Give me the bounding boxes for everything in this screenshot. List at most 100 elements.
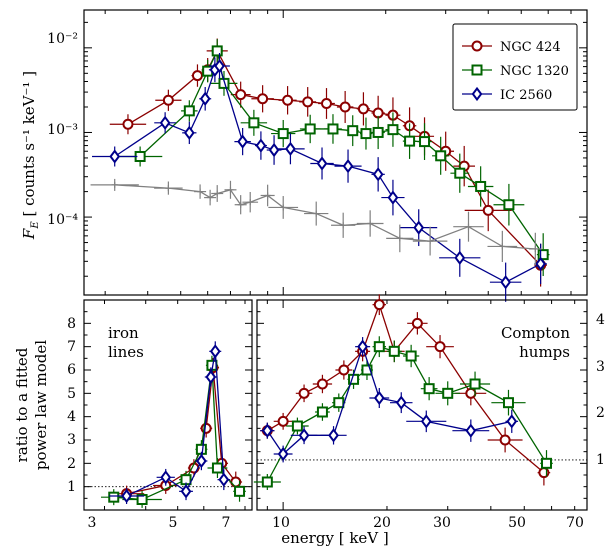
data-point — [395, 395, 407, 410]
data-point — [373, 299, 385, 311]
data-point — [316, 156, 328, 171]
data-point — [321, 97, 333, 109]
data-point — [122, 118, 134, 130]
data-point — [434, 341, 446, 353]
data-point — [121, 488, 132, 504]
data-point — [280, 204, 287, 211]
xtick-label: 30 — [433, 515, 451, 531]
data-point — [503, 199, 515, 211]
data-point — [196, 453, 207, 469]
ytick-label: 7 — [67, 339, 76, 355]
data-point — [327, 123, 339, 135]
data-point — [209, 344, 221, 359]
xtick-label: 70 — [566, 515, 584, 531]
svg-text:FE [ counts s⁻¹ keV⁻¹ ]: FE [ counts s⁻¹ keV⁻¹ ] — [20, 71, 41, 240]
top-ylabel: FE [ counts s⁻¹ keV⁻¹ ] — [20, 71, 41, 240]
data-point — [435, 150, 447, 162]
data-point — [268, 142, 280, 158]
data-point — [347, 125, 359, 137]
data-point — [372, 126, 384, 138]
data-point — [248, 117, 260, 129]
legend-label-ic2560: IC 2560 — [500, 88, 552, 103]
data-point — [373, 341, 385, 353]
ylabel-line2: power law model — [32, 340, 50, 470]
data-point — [302, 96, 314, 108]
data-point — [338, 364, 350, 376]
data-point — [454, 167, 466, 179]
data-point — [502, 397, 514, 409]
top-panel: 10⁻² 10⁻³ 10⁻⁴ FE [ counts s⁻¹ keV⁻¹ ] N… — [20, 9, 588, 302]
note-compton: Compton — [501, 324, 570, 342]
data-point — [475, 180, 487, 192]
series-ngc-1320 — [100, 355, 246, 508]
data-point — [205, 369, 217, 385]
series-line — [266, 345, 548, 483]
bottom-left-panel: iron lines 1 2 3 4 5 6 7 8 3 5 7 ratio t… — [13, 299, 253, 531]
ylabel-line1: ratio to a fitted — [13, 347, 31, 462]
left-ytick-labels: 1 2 3 4 5 6 7 8 — [67, 316, 76, 495]
data-point — [218, 472, 230, 487]
legend-marker — [471, 86, 483, 102]
data-point — [165, 185, 172, 192]
series-ngc-424 — [260, 294, 551, 486]
data-point — [136, 494, 148, 505]
data-point — [197, 188, 204, 195]
ytick-label: 5 — [67, 386, 76, 402]
data-point — [298, 428, 310, 443]
data-point — [454, 250, 466, 265]
data-point — [183, 125, 195, 140]
data-point — [191, 70, 203, 82]
data-point — [506, 414, 518, 429]
data-point — [499, 434, 511, 446]
xtick-label: 20 — [373, 515, 391, 531]
data-point — [211, 462, 223, 474]
data-point — [357, 103, 369, 115]
data-point — [255, 138, 267, 153]
data-point — [465, 387, 477, 399]
data-point — [277, 415, 289, 427]
data-point — [342, 158, 354, 174]
bottom-right-panel: Compton humps 1 2 3 4 10 20 30 50 70 — [253, 294, 605, 531]
data-point — [396, 235, 403, 242]
ytick-label: 3 — [596, 359, 605, 375]
ylabel-var: F — [20, 228, 38, 240]
data-point — [413, 220, 425, 235]
data-point — [230, 476, 242, 488]
series-line — [266, 344, 512, 455]
data-point — [339, 101, 351, 113]
data-point — [367, 220, 374, 227]
data-point — [257, 93, 269, 105]
data-point — [340, 222, 347, 229]
series-ic-2560 — [92, 53, 547, 302]
data-point — [277, 128, 289, 140]
top-ytick-labels: 10⁻² 10⁻³ 10⁻⁴ — [47, 31, 78, 228]
data-point — [427, 238, 434, 245]
data-point — [227, 186, 234, 193]
ytick-label: 3 — [67, 432, 76, 448]
data-point — [247, 199, 254, 206]
xtick-label: 10 — [272, 515, 290, 531]
data-point — [291, 420, 303, 432]
data-point — [234, 485, 246, 497]
series-ic-2560 — [108, 341, 231, 504]
ytick-label: 2 — [67, 456, 76, 472]
top-panel-frame — [83, 9, 588, 296]
ytick-label: 2 — [596, 405, 605, 421]
data-point — [214, 190, 221, 197]
series-background — [90, 178, 542, 266]
data-point — [387, 190, 399, 205]
xtick-label: 5 — [169, 515, 178, 531]
data-point — [465, 423, 477, 438]
legend-label-ngc424: NGC 424 — [500, 40, 561, 55]
data-point — [357, 339, 369, 354]
data-point — [108, 491, 120, 503]
series-ngc-1320 — [253, 336, 553, 490]
note-lines: lines — [108, 343, 144, 361]
data-point — [159, 115, 171, 130]
ytick-label: 4 — [596, 312, 605, 328]
legend-marker — [471, 40, 483, 52]
data-point — [199, 91, 211, 106]
data-point — [237, 201, 244, 208]
data-point — [411, 317, 423, 329]
data-point — [388, 345, 400, 357]
